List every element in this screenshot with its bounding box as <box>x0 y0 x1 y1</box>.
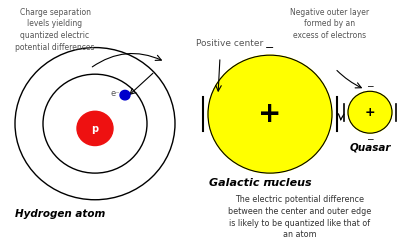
Circle shape <box>348 91 392 133</box>
Text: +: + <box>258 100 282 128</box>
Circle shape <box>120 90 130 100</box>
Text: p: p <box>91 124 98 134</box>
Text: e⁻: e⁻ <box>110 89 120 98</box>
Text: +: + <box>365 106 375 119</box>
Circle shape <box>208 55 332 173</box>
Text: Charge separation
levels yielding
quantized electric
potential differences: Charge separation levels yielding quanti… <box>15 8 95 52</box>
Text: −: − <box>366 81 374 90</box>
Text: Hydrogen atom: Hydrogen atom <box>15 209 105 219</box>
Text: Quasar: Quasar <box>349 142 391 152</box>
Text: −: − <box>366 134 374 143</box>
Text: Negative outer layer
formed by an
excess of electrons: Negative outer layer formed by an excess… <box>290 8 369 40</box>
Circle shape <box>77 111 113 145</box>
Text: −: − <box>265 42 275 53</box>
Text: −: − <box>265 176 275 186</box>
Text: Galactic nucleus: Galactic nucleus <box>208 178 311 188</box>
Text: The electric potential difference
between the center and outer edge
is likely to: The electric potential difference betwee… <box>229 195 372 239</box>
Text: Positive center: Positive center <box>196 39 264 48</box>
